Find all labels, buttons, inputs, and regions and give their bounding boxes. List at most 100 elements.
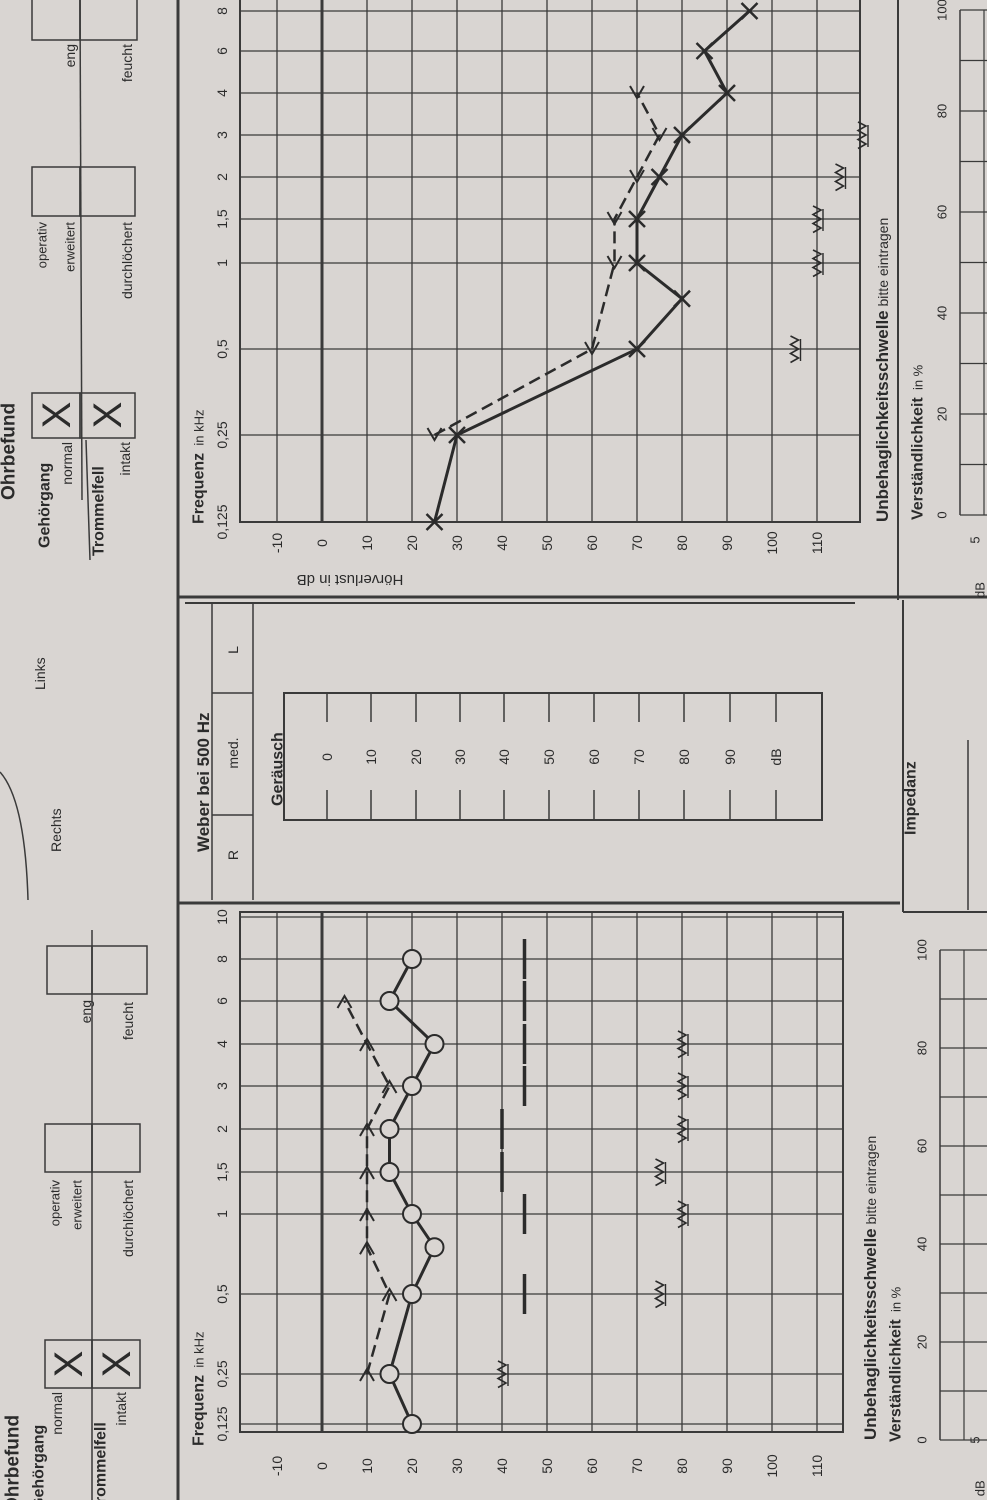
noise-scale-label: 80 bbox=[676, 749, 692, 765]
frequency-tick-label: 10 bbox=[214, 909, 230, 925]
frequency-tick-label: 6 bbox=[214, 47, 230, 55]
discomfort-threshold-marker bbox=[676, 1200, 688, 1229]
noise-scale-label: 30 bbox=[452, 749, 468, 765]
discomfort-threshold-marker bbox=[496, 1360, 508, 1389]
right-ear-feucht-checkbox[interactable] bbox=[91, 945, 148, 995]
discomfort-threshold-marker bbox=[653, 1158, 666, 1187]
discomfort-threshold-marker bbox=[676, 1115, 688, 1144]
left-ear-durchloechert-checkbox[interactable] bbox=[79, 166, 136, 217]
air-conduction-x-marker bbox=[695, 42, 714, 60]
left-ear-operativ-erweitert-checkbox[interactable] bbox=[31, 166, 81, 217]
left-ear-check-mark: X bbox=[35, 402, 79, 429]
spacer bbox=[192, 1368, 207, 1375]
speech-tick-label: 40 bbox=[935, 306, 950, 320]
discomfort-threshold-marker bbox=[856, 121, 868, 150]
spacer bbox=[192, 446, 207, 453]
db-tick-label: 90 bbox=[719, 1458, 735, 1474]
speech-unit: in % bbox=[911, 364, 926, 390]
bone-conduction-marker bbox=[629, 169, 645, 184]
air-conduction-circle-marker bbox=[424, 1034, 445, 1054]
bone-conduction-line bbox=[343, 1000, 391, 1375]
speech-db-tick: 5 bbox=[968, 1436, 983, 1443]
db-tick-label: 0 bbox=[314, 1462, 330, 1470]
speech-tick-label: 40 bbox=[915, 1237, 930, 1251]
air-conduction-x-marker bbox=[673, 126, 691, 144]
frequency-tick-label: 2 bbox=[214, 173, 230, 181]
speech-caption: Verständlichkeit in % bbox=[910, 364, 927, 520]
ucl-caption: Unbehaglichkeitsschwelle bitte eintragen bbox=[873, 218, 892, 522]
left-ear-normal-label: normal bbox=[59, 442, 75, 485]
right-ear-eng-checkbox[interactable] bbox=[46, 945, 93, 995]
air-conduction-circle-marker bbox=[424, 1237, 445, 1258]
bone-conduction-marker bbox=[381, 1287, 398, 1302]
db-tick-label: 40 bbox=[494, 1458, 510, 1474]
noise-scale-label: 10 bbox=[363, 749, 379, 765]
speech-tick-label: 100 bbox=[915, 939, 930, 961]
right-ear-section-title: Ohrbefund bbox=[3, 1415, 24, 1500]
spacer bbox=[889, 1312, 904, 1319]
db-tick-label: 110 bbox=[809, 1455, 825, 1478]
frequency-axis-title: Frequenz in kHz bbox=[191, 410, 208, 524]
frequency-tick-label: 0,125 bbox=[214, 504, 230, 539]
db-tick-label: 90 bbox=[719, 535, 735, 551]
bone-conduction-marker bbox=[584, 341, 600, 356]
bone-conduction-marker bbox=[629, 85, 645, 100]
left-ear-header: Links bbox=[32, 657, 48, 690]
left-ear-intakt-checkbox[interactable] bbox=[79, 392, 136, 439]
frequency-tick-label: 0,125 bbox=[214, 1406, 230, 1441]
left-ear-eng-checkbox[interactable] bbox=[31, 0, 81, 41]
left-ear-erweitert-label: erweitert bbox=[63, 222, 78, 272]
frequency-tick-label: 3 bbox=[214, 131, 230, 139]
speech-tick-label: 60 bbox=[935, 205, 950, 219]
frequency-tick-label: 4 bbox=[214, 89, 230, 97]
bone-conduction-line bbox=[433, 92, 661, 437]
left-ear-feucht-checkbox[interactable] bbox=[79, 0, 138, 41]
noise-scale-label: 60 bbox=[586, 749, 602, 765]
frequency-tick-label: 0,5 bbox=[214, 339, 230, 359]
db-tick-label: 30 bbox=[449, 535, 465, 551]
bone-conduction-marker bbox=[606, 211, 623, 226]
db-tick-label: 30 bbox=[449, 1458, 465, 1474]
bone-conduction-marker bbox=[651, 127, 668, 142]
right-ear-eng-label: eng bbox=[78, 1000, 94, 1023]
db-tick-label: 20 bbox=[404, 535, 420, 551]
right-ear-check-mark: X bbox=[95, 1351, 139, 1378]
speech-tick-label: 100 bbox=[935, 0, 950, 21]
bone-conduction-marker bbox=[381, 1079, 398, 1094]
db-tick-label: 70 bbox=[629, 1458, 645, 1474]
right-ear-durchloechert-checkbox[interactable] bbox=[91, 1123, 141, 1173]
weber-option-r[interactable]: R bbox=[225, 850, 241, 860]
db-tick-label: 60 bbox=[584, 1458, 600, 1474]
left-ear-feucht-label: feucht bbox=[119, 44, 135, 82]
frequency-tick-label: 8 bbox=[214, 955, 230, 963]
frequency-tick-label: 0,25 bbox=[214, 421, 230, 448]
form-curve bbox=[0, 771, 29, 901]
bone-conduction-marker bbox=[336, 994, 353, 1009]
air-conduction-circle-marker bbox=[402, 1204, 422, 1224]
left-ear-operativ-label: operativ bbox=[35, 222, 50, 269]
db-tick-label: 100 bbox=[764, 531, 780, 555]
noise-scale-label: 70 bbox=[631, 749, 647, 765]
bone-conduction-marker bbox=[606, 255, 623, 270]
right-ear-check-mark: X bbox=[47, 1351, 91, 1378]
speech-title: Verständlichkeit bbox=[888, 1319, 905, 1442]
weber-option-med[interactable]: med. bbox=[225, 737, 241, 768]
frequency-axis-title: Frequenz in kHz bbox=[191, 1332, 208, 1446]
trommelfell-overline bbox=[85, 439, 91, 561]
ucl-hint: bitte eintragen bbox=[875, 218, 891, 307]
noise-scale-label: 50 bbox=[541, 749, 557, 765]
db-tick-label: 10 bbox=[359, 1458, 375, 1474]
left-ear-eng-label: eng bbox=[62, 44, 78, 67]
frequency-tick-label: 3 bbox=[214, 1082, 230, 1090]
db-tick-label: 50 bbox=[539, 1458, 555, 1474]
left-ear-trommelfell-label: Trommelfell bbox=[91, 466, 108, 556]
right-ear-gehoergang-label: Gehörgang bbox=[31, 1425, 48, 1500]
air-conduction-x-marker bbox=[673, 289, 691, 308]
db-tick-label: 80 bbox=[674, 535, 690, 551]
discomfort-threshold-marker bbox=[811, 205, 823, 234]
speech-caption: Verständlichkeit in % bbox=[888, 1286, 905, 1442]
weber-option-l[interactable]: L bbox=[225, 646, 241, 654]
frequency-tick-label: 0,25 bbox=[214, 1360, 230, 1387]
right-ear-operativ-erweitert-checkbox[interactable] bbox=[44, 1123, 93, 1173]
discomfort-threshold-marker bbox=[676, 1030, 688, 1059]
